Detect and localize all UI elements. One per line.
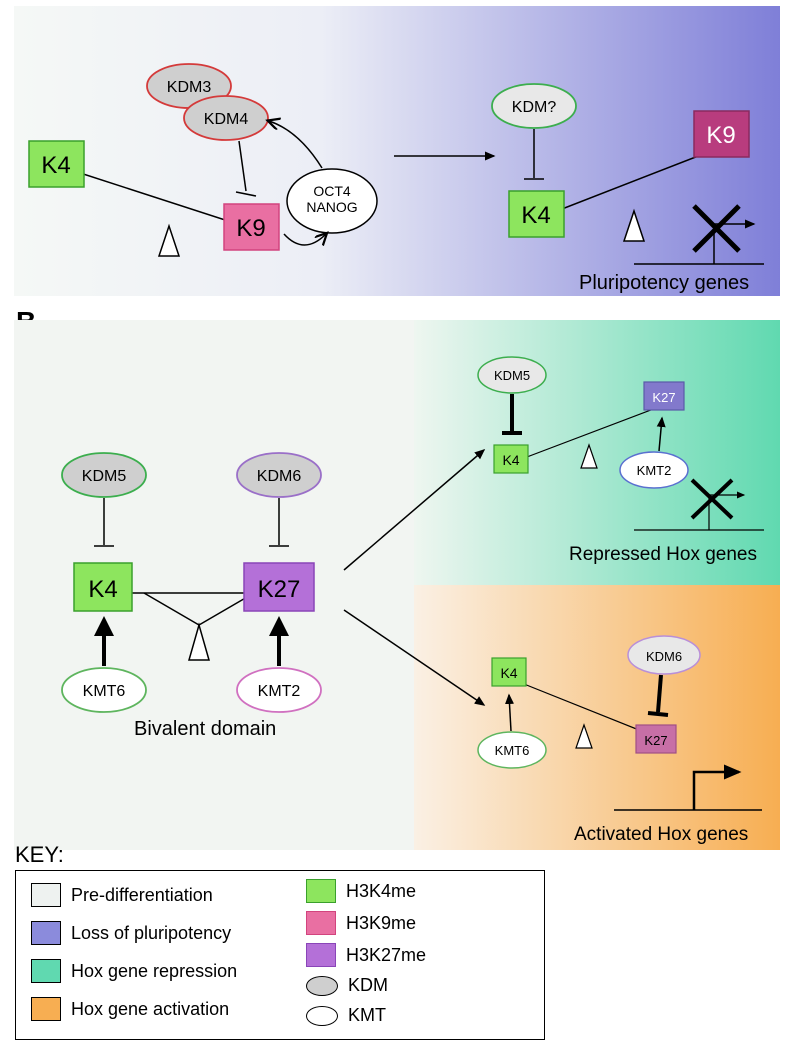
kdm4-text: KDM4 [204,111,249,128]
pluripotency-label: Pluripotency genes [579,272,749,294]
key-row-kdm: KDM [306,975,388,996]
kdm6-text-left: KDM6 [257,468,302,485]
panel-a-bg [14,6,780,296]
kdm6-text-a: KDM6 [646,649,682,664]
k9-text-a-left: K9 [236,215,265,242]
oct4-text: OCT4 [313,183,351,199]
activated-label: Activated Hox genes [574,824,748,845]
key-label-k4me: H3K4me [346,881,416,902]
k4-text-repressed: K4 [502,452,519,468]
key-label-prediff: Pre-differentiation [71,885,213,906]
k27-text-activated: K27 [644,733,667,748]
key-swatch-repress [31,959,61,983]
k4-text-a-left: K4 [41,152,70,179]
key-swatch-prediff [31,883,61,907]
kmt2-text-left: KMT2 [258,683,301,700]
key-label-kmt: KMT [348,1005,386,1026]
key-row-pluri: Loss of pluripotency [31,921,231,945]
kmt2-text-r: KMT2 [637,463,672,478]
key-row-k9me: H3K9me [306,911,416,935]
k27-text-bivalent: K27 [258,576,301,603]
key-swatch-k9me [306,911,336,935]
kmt6-text-a: KMT6 [495,743,530,758]
key-label-kdm: KDM [348,975,388,996]
key-row-kmt: KMT [306,1005,386,1026]
key-label-repress: Hox gene repression [71,961,237,982]
key-label-k9me: H3K9me [346,913,416,934]
k4-text-activated: K4 [500,665,517,681]
k9-text-a-right: K9 [706,122,735,149]
key-swatch-kdm [306,976,338,996]
panel-b-svg: K4 K27 KDM5 KDM6 KMT6 KMT2 Bivalent doma… [14,320,780,850]
key-row-activate: Hox gene activation [31,997,229,1021]
kdm3-text: KDM3 [167,79,212,96]
bivalent-label: Bivalent domain [134,718,276,740]
kdm5-text-r: KDM5 [494,368,530,383]
kdm6-inhibit-bar-a [648,713,668,715]
k4-text-a-right: K4 [521,202,550,229]
key-swatch-k27me [306,943,336,967]
k27-text-repressed: K27 [652,390,675,405]
panel-b-diagram: K4 K27 KDM5 KDM6 KMT6 KMT2 Bivalent doma… [14,320,780,850]
key-label-pluri: Loss of pluripotency [71,923,231,944]
kdm5-text-left: KDM5 [82,468,127,485]
repressed-label: Repressed Hox genes [569,544,757,565]
key-swatch-kmt [306,1006,338,1026]
nanog-text: NANOG [306,199,357,215]
key-swatch-activate [31,997,61,1021]
k4-text-bivalent: K4 [88,576,117,603]
key-row-prediff: Pre-differentiation [31,883,213,907]
key-row-k27me: H3K27me [306,943,426,967]
key-row-k4me: H3K4me [306,879,416,903]
panel-a-diagram: K4 K9 KDM3 KDM4 OCT4 NANOG K4 K9 KDM? Pl… [14,6,780,296]
panel-a-svg: K4 K9 KDM3 KDM4 OCT4 NANOG K4 K9 KDM? Pl… [14,6,780,296]
kdmq-text: KDM? [512,99,557,116]
kmt6-text-left: KMT6 [83,683,126,700]
key-row-repress: Hox gene repression [31,959,237,983]
key-box: Pre-differentiation Loss of pluripotency… [15,870,545,1040]
key-title: KEY: [15,842,64,868]
key-label-k27me: H3K27me [346,945,426,966]
key-swatch-pluri [31,921,61,945]
key-label-activate: Hox gene activation [71,999,229,1020]
key-swatch-k4me [306,879,336,903]
